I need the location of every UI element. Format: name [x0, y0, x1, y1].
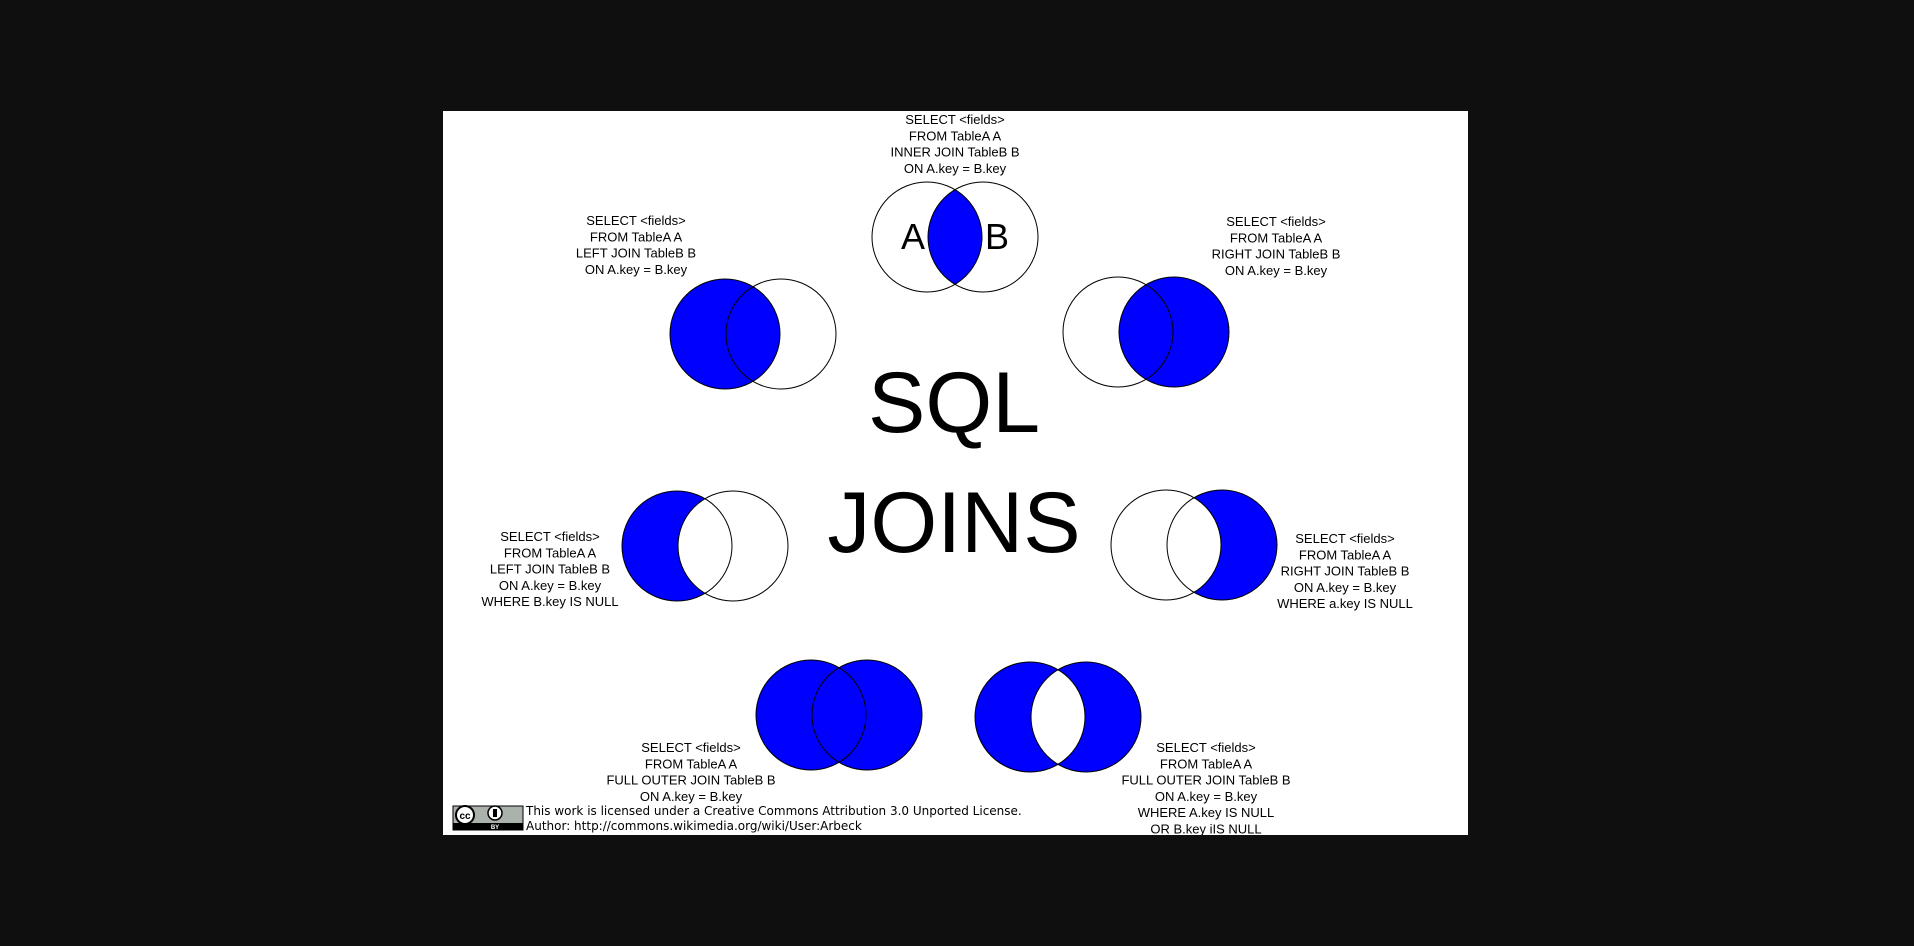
full-outer-join-venn: SELECT <fields> FROM TableA A FULL OUTER J…	[606, 659, 923, 804]
query-line: FROM TableA A	[1230, 230, 1323, 245]
cc-by-badge: cc BY	[452, 805, 524, 831]
left-join-null-query: SELECT <fields> FROM TableA A LEFT JOIN Ta…	[481, 529, 618, 609]
query-line: FROM TableA A	[645, 756, 738, 771]
title-sql: SQL	[868, 355, 1040, 451]
circle-b-outline	[1118, 276, 1230, 388]
query-line: ON A.key = B.key	[1155, 789, 1258, 804]
author-text: Author: http://commons.wikimedia.org/wik…	[526, 819, 862, 833]
query-line: WHERE A.key IS NULL	[1138, 805, 1275, 820]
query-line: SELECT <fields>	[1226, 214, 1325, 229]
license-text: This work is licensed under a Creative C…	[525, 804, 1022, 818]
circle-b-outline	[927, 181, 1039, 293]
title-joins: JOINS	[827, 475, 1080, 571]
full-outer-join-query: SELECT <fields> FROM TableA A FULL OUTER J…	[606, 740, 775, 804]
circle-a-outline	[1062, 276, 1174, 388]
circle-a-outline	[755, 659, 867, 771]
circle-b-outline	[1030, 661, 1142, 773]
query-line: FROM TableA A	[590, 229, 683, 244]
circle-b-outline	[677, 490, 789, 602]
query-line: OR B.key iIS NULL	[1150, 822, 1261, 836]
circle-b-label: B	[985, 216, 1009, 257]
query-line: SELECT <fields>	[1295, 531, 1394, 546]
query-line: ON A.key = B.key	[585, 262, 688, 277]
query-line: LEFT JOIN TableB B	[576, 246, 696, 261]
query-line: FULL OUTER JOIN TableB B	[1121, 773, 1290, 788]
query-line: LEFT JOIN TableB B	[490, 562, 610, 577]
circle-b-outline	[1166, 489, 1278, 601]
full-outer-join-null-query: SELECT <fields> FROM TableA A FULL OUTER J…	[1121, 740, 1290, 835]
query-line: SELECT <fields>	[641, 740, 740, 755]
query-line: FULL OUTER JOIN TableB B	[606, 773, 775, 788]
query-line: RIGHT JOIN TableB B	[1281, 564, 1410, 579]
query-line: FROM TableA A	[909, 128, 1002, 143]
query-line: SELECT <fields>	[500, 529, 599, 544]
left-join-venn: SELECT <fields> FROM TableA A LEFT JOIN Ta…	[576, 213, 837, 390]
inner-join-venn: A B SELECT <fields> FROM TableA A INNER JOIN…	[871, 112, 1039, 293]
query-line: SELECT <fields>	[905, 112, 1004, 127]
intersection-fill	[678, 491, 732, 601]
circle-b-outline	[725, 278, 837, 390]
query-line: FROM TableA A	[1160, 756, 1253, 771]
circle-a-outline	[974, 661, 1086, 773]
right-join-null-query: SELECT <fields> FROM TableA A RIGHT JOIN T…	[1277, 531, 1413, 611]
intersection-fill	[1031, 662, 1085, 772]
query-line: SELECT <fields>	[586, 213, 685, 228]
query-line: SELECT <fields>	[1156, 740, 1255, 755]
inner-join-query: SELECT <fields> FROM TableA A INNER JOIN T…	[890, 112, 1019, 176]
query-line: WHERE a.key IS NULL	[1277, 596, 1413, 611]
query-line: WHERE B.key IS NULL	[481, 594, 618, 609]
query-line: FROM TableA A	[504, 545, 597, 560]
left-join-query: SELECT <fields> FROM TableA A LEFT JOIN Ta…	[576, 213, 696, 277]
query-line: ON A.key = B.key	[499, 578, 602, 593]
query-line: RIGHT JOIN TableB B	[1212, 247, 1341, 262]
circle-a-outline	[621, 490, 733, 602]
circle-a-outline	[669, 278, 781, 390]
left-join-null-venn: SELECT <fields> FROM TableA A LEFT JOIN Ta…	[481, 490, 789, 609]
by-badge-text: BY	[491, 825, 499, 831]
query-line: ON A.key = B.key	[904, 161, 1007, 176]
query-line: ON A.key = B.key	[640, 789, 743, 804]
sql-joins-diagram: SQL JOINS A B SELECT <fields> FROM TableA A…	[443, 111, 1468, 835]
right-join-venn: SELECT <fields> FROM TableA A RIGHT JOIN T…	[1062, 214, 1341, 388]
circle-b-outline	[811, 659, 923, 771]
intersection-fill	[928, 182, 982, 292]
query-line: ON A.key = B.key	[1294, 580, 1397, 595]
cc-icon	[455, 805, 475, 825]
intersection-fill	[726, 279, 780, 389]
full-outer-join-null-venn: SELECT <fields> FROM TableA A FULL OUTER J…	[974, 661, 1291, 835]
circle-a-outline	[871, 181, 983, 293]
query-line: INNER JOIN TableB B	[890, 145, 1019, 160]
cc-badge-text: cc	[459, 811, 471, 822]
right-join-null-venn: SELECT <fields> FROM TableA A RIGHT JOIN T…	[1110, 489, 1413, 611]
circle-a-outline	[1110, 489, 1222, 601]
intersection-fill	[1119, 277, 1173, 387]
query-line: ON A.key = B.key	[1225, 263, 1328, 278]
right-join-query: SELECT <fields> FROM TableA A RIGHT JOIN T…	[1212, 214, 1341, 278]
circle-a-label: A	[901, 216, 925, 257]
intersection-fill	[1167, 490, 1221, 600]
query-line: FROM TableA A	[1299, 547, 1392, 562]
intersection-fill	[812, 660, 866, 770]
